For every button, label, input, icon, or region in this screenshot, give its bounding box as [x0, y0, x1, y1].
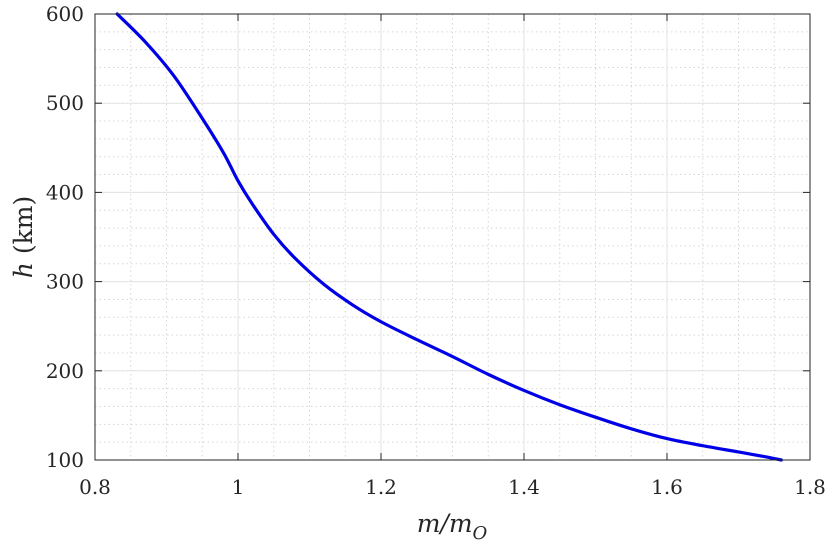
y-axis-label: h (km): [9, 196, 38, 278]
y-tick-label: 200: [46, 359, 84, 383]
x-axis-label: m/mO: [417, 509, 488, 544]
plot-background: [95, 14, 810, 460]
x-tick-label: 0.8: [79, 475, 111, 499]
y-tick-label: 100: [46, 448, 84, 472]
x-tick-labels: 0.8 1 1.2 1.4 1.6 1.8: [79, 475, 826, 499]
x-tick-label: 1.6: [651, 475, 683, 499]
axis-ticks: [94, 13, 811, 461]
plot-frame: [94, 13, 811, 461]
x-tick-label: 1.2: [365, 475, 397, 499]
y-tick-label: 500: [46, 91, 84, 115]
y-tick-label: 300: [46, 270, 84, 294]
y-tick-labels: 100 200 300 400 500 600: [46, 2, 84, 472]
major-grid: [94, 13, 811, 461]
x-tick-label: 1.8: [794, 475, 826, 499]
x-tick-label: 1: [232, 475, 245, 499]
series-line: [115, 12, 783, 462]
x-tick-label: 1.4: [508, 475, 540, 499]
y-tick-label: 400: [46, 180, 84, 204]
y-tick-label: 600: [46, 2, 84, 26]
